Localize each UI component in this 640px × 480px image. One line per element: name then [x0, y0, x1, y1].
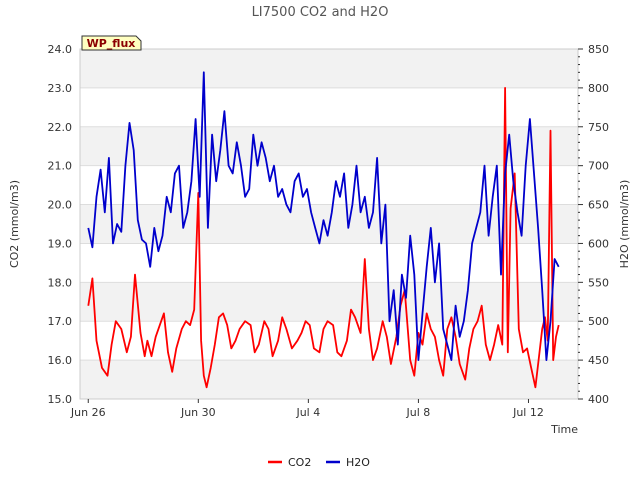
background-band [80, 360, 578, 399]
chart-title: LI7500 CO2 and H2O [252, 5, 389, 20]
left-tick-label: 23.0 [48, 82, 73, 95]
series-line-co2 [87, 87, 560, 389]
series-line-h2o [87, 71, 560, 362]
left-tick-label: 18.0 [48, 276, 73, 289]
right-tick-label: 700 [588, 160, 609, 173]
right-tick-label: 400 [588, 393, 609, 406]
right-tick-label: 550 [588, 276, 609, 289]
left-tick-label: 19.0 [48, 237, 73, 250]
x-axis-label: Time [550, 423, 578, 436]
x-tick-label: Jun 30 [180, 406, 216, 419]
right-tick-label: 600 [588, 237, 609, 250]
badge-shape [81, 35, 142, 51]
y-axis-left-label: CO2 (mmol/m3) [8, 180, 21, 268]
badge-label: WP_flux [87, 37, 136, 50]
series-layer [87, 71, 560, 389]
left-tick-label: 17.0 [48, 315, 73, 328]
x-tick-label: Jul 12 [512, 406, 544, 419]
right-tick-label: 500 [588, 315, 609, 328]
left-tick-label: 20.0 [48, 199, 73, 212]
x-tick-label: Jun 26 [70, 406, 106, 419]
legend-co2-label: CO2 [288, 456, 311, 469]
left-tick-label: 24.0 [48, 43, 73, 56]
x-tick-label: Jul 4 [295, 406, 320, 419]
right-tick-label: 800 [588, 82, 609, 95]
left-tick-label: 21.0 [48, 160, 73, 173]
right-tick-label: 650 [588, 199, 609, 212]
right-tick-label: 750 [588, 121, 609, 134]
y-axis-right-label: H2O (mmol/m3) [618, 180, 631, 269]
background-bands [80, 49, 578, 399]
x-axis: Jun 26 Jun 30 Jul 4 Jul 8 Jul 12 [70, 399, 544, 419]
left-tick-label: 15.0 [48, 393, 73, 406]
legend-h2o-label: H2O [346, 456, 370, 469]
background-band [80, 126, 578, 166]
left-axis: 15.0 16.0 17.0 18.0 19.0 20.0 21.0 22.0 23.0 24.0 [48, 43, 73, 406]
right-axis: 400 450 500 550 600 650 700 750 800 850 [578, 43, 609, 406]
x-tick-label: Jul 8 [406, 406, 431, 419]
right-tick-label: 850 [588, 43, 609, 56]
background-band [80, 49, 578, 88]
legend: CO2 H2O [268, 456, 370, 469]
right-tick-label: 450 [588, 354, 609, 367]
plot-frame [79, 48, 579, 400]
wp-flux-badge: WP_flux [81, 35, 142, 51]
left-tick-label: 22.0 [48, 121, 73, 134]
left-tick-label: 16.0 [48, 354, 73, 367]
